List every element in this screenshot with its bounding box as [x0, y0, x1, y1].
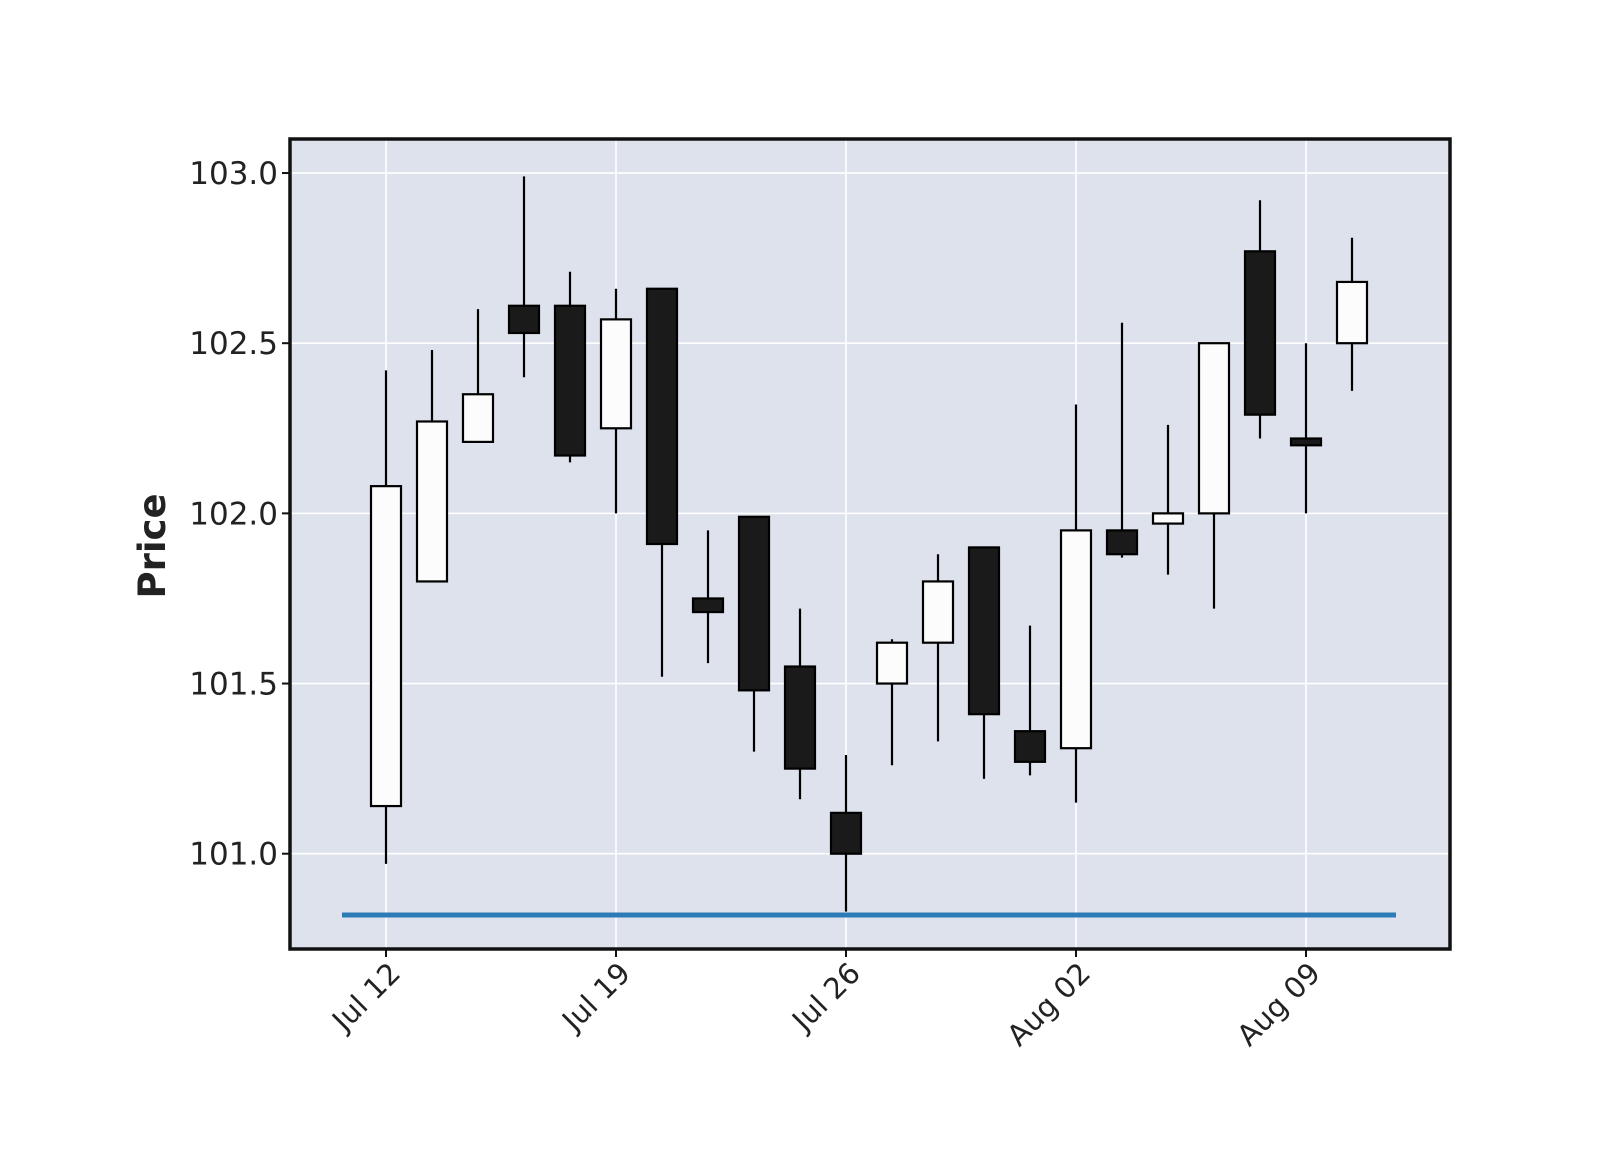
candle	[1151, 424, 1185, 575]
candle-body	[1243, 250, 1277, 416]
candle-body	[553, 304, 587, 457]
x-tick-label: Jul 12	[324, 956, 407, 1039]
candle	[1105, 322, 1139, 558]
candle-body	[645, 287, 679, 546]
x-axis-ticks: Jul 12 Jul 19 Jul 26 Aug 02 Aug 09	[324, 949, 1327, 1053]
candle	[1059, 404, 1093, 803]
candle-body	[1059, 529, 1093, 750]
y-axis-ticks: 101.0 101.5 102.0 102.5 103.0	[189, 156, 290, 873]
candle	[783, 608, 817, 800]
candle-body	[829, 811, 863, 855]
x-tick-label: Aug 02	[1000, 956, 1097, 1053]
candle-body	[1197, 342, 1231, 515]
candle-body	[1013, 730, 1047, 763]
y-tick-label: 102.5	[189, 326, 278, 362]
candles	[369, 176, 1369, 912]
candle	[507, 176, 541, 378]
candle	[553, 271, 587, 463]
candle	[1013, 625, 1047, 776]
candle-body	[1151, 512, 1185, 525]
candle-body	[875, 641, 909, 685]
candle	[1243, 200, 1277, 439]
candle	[415, 350, 449, 583]
y-tick-label: 102.0	[189, 496, 278, 532]
candle-body	[737, 515, 771, 692]
candle	[1289, 343, 1323, 514]
candle	[737, 515, 771, 752]
candle-body	[507, 304, 541, 335]
candle-body	[1335, 280, 1369, 345]
candle	[875, 639, 909, 766]
candle	[967, 546, 1001, 779]
candle-body	[967, 546, 1001, 716]
candle-body	[1289, 437, 1323, 447]
plot-frame	[288, 137, 1452, 951]
grid-lines	[290, 139, 1450, 949]
candle	[599, 288, 633, 514]
candle-body	[599, 318, 633, 430]
candle	[829, 755, 863, 912]
candle-body	[921, 580, 955, 644]
candle-body	[461, 393, 495, 443]
candle	[645, 287, 679, 677]
candle	[1197, 342, 1231, 609]
candle	[921, 554, 955, 742]
y-axis-label: Price	[131, 493, 174, 598]
candle-body	[783, 665, 817, 770]
candle-body	[691, 597, 725, 614]
x-tick-label: Jul 19	[554, 956, 637, 1039]
candle	[369, 370, 403, 864]
candle	[461, 309, 495, 443]
candle	[691, 530, 725, 664]
y-tick-label: 101.0	[189, 837, 278, 873]
candle	[1335, 237, 1369, 391]
candle-body	[1105, 529, 1139, 556]
x-tick-label: Aug 09	[1230, 956, 1327, 1053]
y-tick-label: 103.0	[189, 156, 278, 192]
candle-body	[369, 485, 403, 808]
x-tick-label: Jul 26	[784, 956, 867, 1039]
y-tick-label: 101.5	[189, 667, 278, 703]
candle-body	[415, 420, 449, 583]
